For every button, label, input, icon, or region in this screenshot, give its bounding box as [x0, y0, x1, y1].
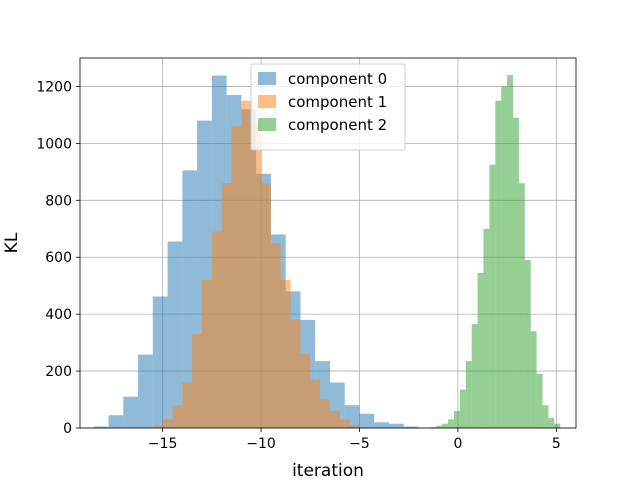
- histogram-bar: [152, 296, 168, 428]
- y-tick-label: 1000: [36, 136, 72, 152]
- y-tick-label: 400: [45, 307, 72, 323]
- histogram-bar: [192, 334, 203, 428]
- histogram-bar: [542, 405, 549, 428]
- histogram-bar: [172, 405, 183, 428]
- y-tick-label: 0: [63, 421, 72, 437]
- histogram-bar: [495, 100, 502, 428]
- histogram-bar: [211, 231, 222, 428]
- histogram-bar: [231, 126, 242, 429]
- y-tick-label: 600: [45, 250, 72, 266]
- y-axis-label: KL: [2, 232, 22, 253]
- histogram-bar: [138, 354, 153, 428]
- histogram-bar: [251, 123, 262, 428]
- histogram-bar: [536, 373, 543, 428]
- histogram-bar: [530, 331, 537, 428]
- histogram-bar: [310, 379, 321, 428]
- bars-layer: [93, 75, 561, 429]
- legend-label: component 0: [288, 70, 387, 88]
- histogram-bar: [403, 426, 419, 428]
- histogram-bar: [123, 396, 139, 428]
- x-tick-label: −15: [148, 436, 178, 452]
- histogram-bar: [430, 427, 437, 428]
- histogram-bar: [108, 415, 124, 428]
- x-tick-label: −5: [349, 436, 370, 452]
- histogram-bar: [477, 272, 484, 428]
- histogram-bar: [300, 354, 311, 428]
- histogram-bar: [483, 228, 490, 428]
- histogram-bar: [465, 361, 472, 428]
- histogram-bar: [202, 280, 212, 428]
- x-tick-label: −10: [246, 436, 276, 452]
- histogram-bar: [389, 423, 404, 428]
- x-axis-label: iteration: [292, 461, 364, 480]
- histogram-bar: [359, 413, 375, 428]
- legend-swatch: [258, 118, 276, 131]
- histogram-bar: [489, 164, 496, 428]
- histogram-bar: [320, 399, 330, 428]
- x-tick-label: 5: [552, 436, 561, 452]
- ticks-layer: −15 −10 −5 0 5 0 200 400 600 800 1000 1200: [36, 79, 560, 452]
- histogram-bar: [167, 241, 183, 428]
- histogram-bar: [459, 389, 466, 428]
- histogram-bar: [471, 324, 478, 428]
- histogram-bar: [182, 382, 193, 428]
- histogram-bar: [261, 183, 271, 428]
- histogram-bar: [554, 423, 561, 428]
- y-tick-label: 800: [45, 193, 72, 209]
- histogram-bar: [507, 75, 514, 429]
- y-tick-label: 1200: [36, 79, 72, 95]
- histogram-bar: [270, 243, 281, 428]
- histogram-bar: [349, 425, 360, 428]
- histogram-bar: [241, 100, 252, 428]
- histogram-bar: [436, 425, 443, 428]
- histogram-bar: [518, 183, 525, 428]
- histogram-bar: [548, 418, 555, 428]
- y-tick-label: 200: [45, 364, 72, 380]
- histogram-bar: [280, 280, 291, 428]
- histogram-bar: [93, 426, 109, 428]
- histogram-bar: [501, 86, 508, 428]
- legend-swatch: [258, 95, 276, 108]
- legend-swatch: [258, 72, 276, 85]
- histogram-bar: [448, 419, 454, 428]
- series-component-1: [152, 100, 360, 429]
- legend-label: component 1: [288, 93, 387, 111]
- histogram-bar: [374, 422, 390, 428]
- legend: component 0 component 1 component 2: [250, 63, 406, 151]
- histogram-bar: [442, 423, 449, 428]
- legend-label: component 2: [288, 116, 387, 134]
- histogram-bar: [221, 183, 232, 428]
- legend-frame: [250, 63, 406, 151]
- histogram-bar: [513, 117, 519, 429]
- axes-frame: [79, 57, 577, 429]
- histogram-bar: [524, 260, 531, 428]
- histogram-bar: [453, 410, 460, 428]
- histogram-bar: [290, 319, 301, 428]
- histogram-bar: [339, 419, 350, 428]
- x-tick-label: 0: [453, 436, 462, 452]
- series-component-2: [430, 75, 561, 429]
- histogram-bar: [152, 425, 163, 428]
- histogram-bar: [162, 419, 173, 428]
- histogram-bar: [329, 410, 340, 428]
